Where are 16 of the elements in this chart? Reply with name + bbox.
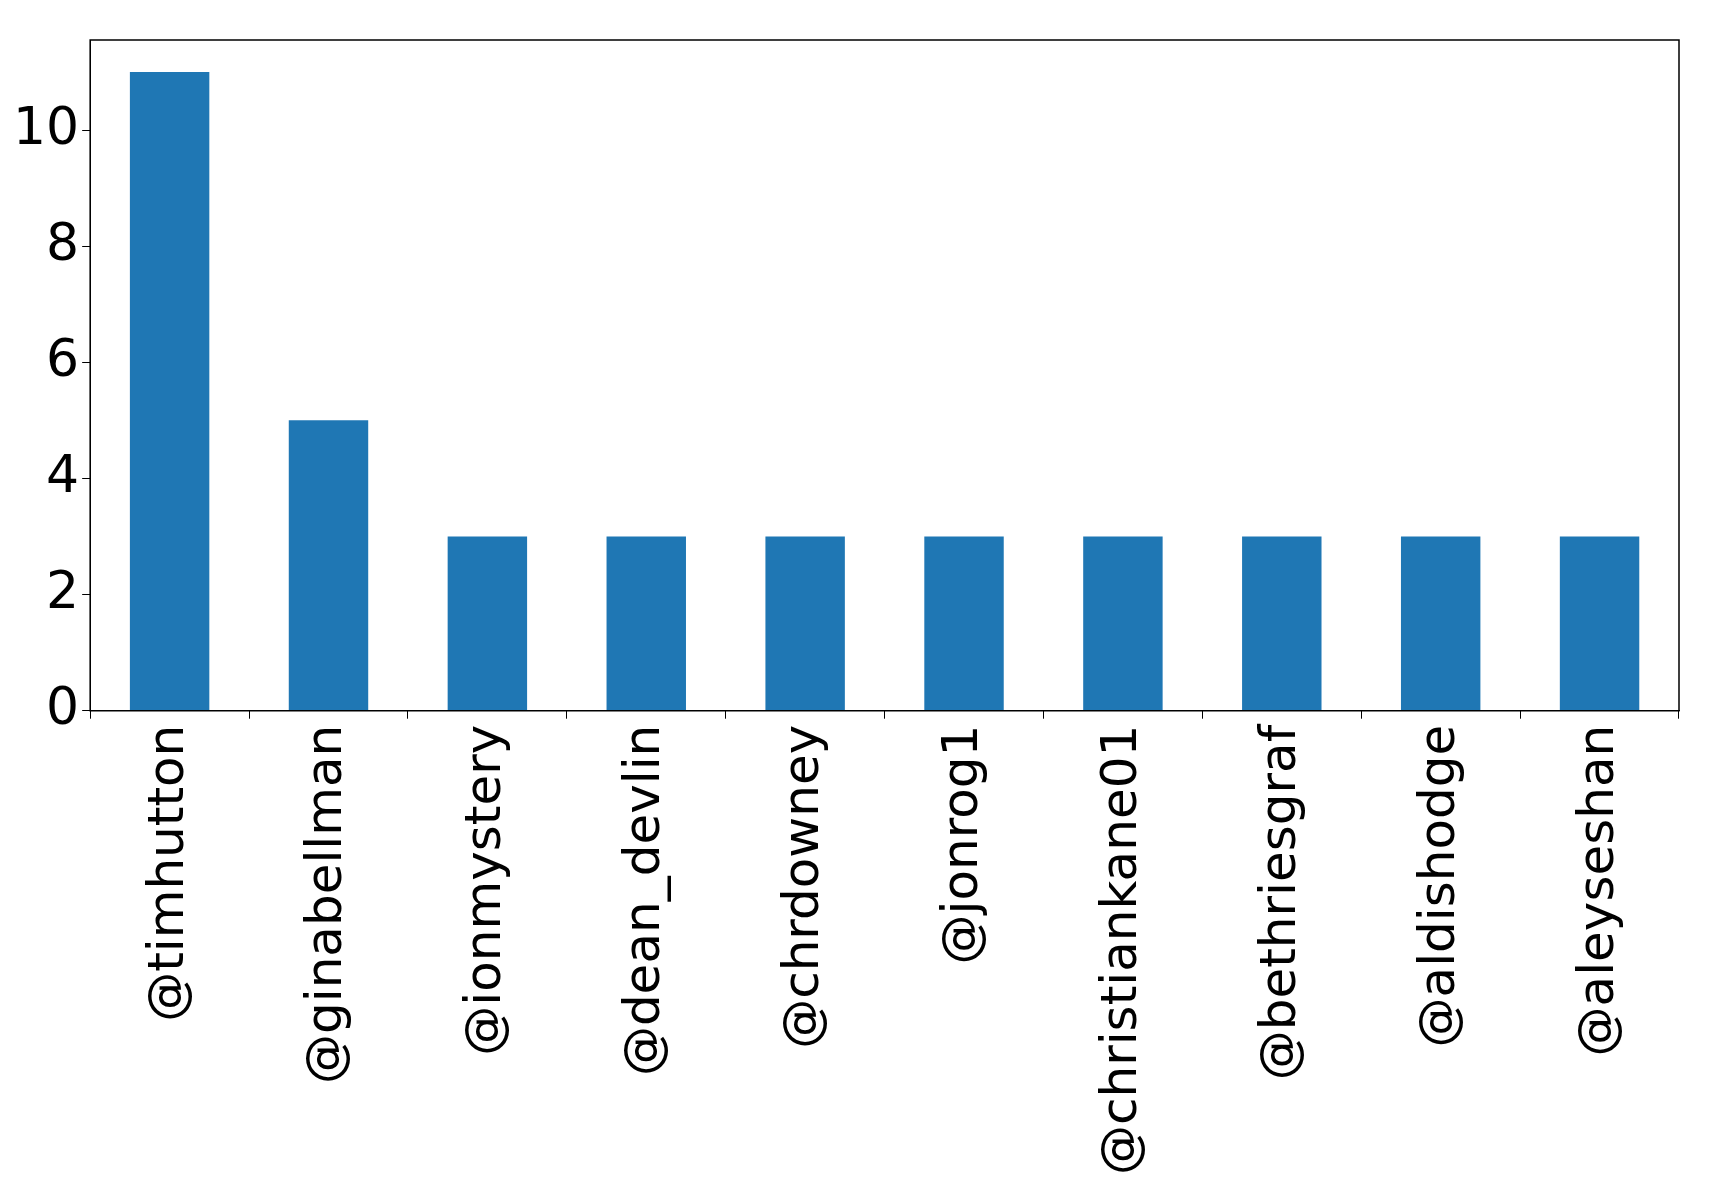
x-tick-label: @ionmystery (454, 724, 513, 1056)
y-tick-label: 0 (46, 676, 80, 737)
y-tick-label: 8 (46, 211, 80, 272)
x-tick-label: @ginabellman (295, 724, 354, 1084)
y-tick-label: 6 (46, 327, 80, 388)
x-tick-label: @dean_devlin (613, 724, 672, 1077)
y-tick-label: 10 (13, 95, 80, 156)
y-tick-label: 4 (46, 443, 80, 504)
x-tick-label: @bethriesgraf (1248, 723, 1307, 1081)
y-tick-label: 2 (46, 560, 80, 621)
x-tick-label: @aldishodge (1407, 724, 1466, 1048)
x-tick-label: @chrdowney (772, 724, 831, 1049)
x-tick-label: @christiankane01 (1089, 724, 1148, 1175)
x-tick-label: @aleyseshan (1566, 724, 1625, 1057)
x-tick-label: @jonrog1 (931, 724, 990, 965)
x-tick-label: @timhutton (136, 724, 195, 1022)
